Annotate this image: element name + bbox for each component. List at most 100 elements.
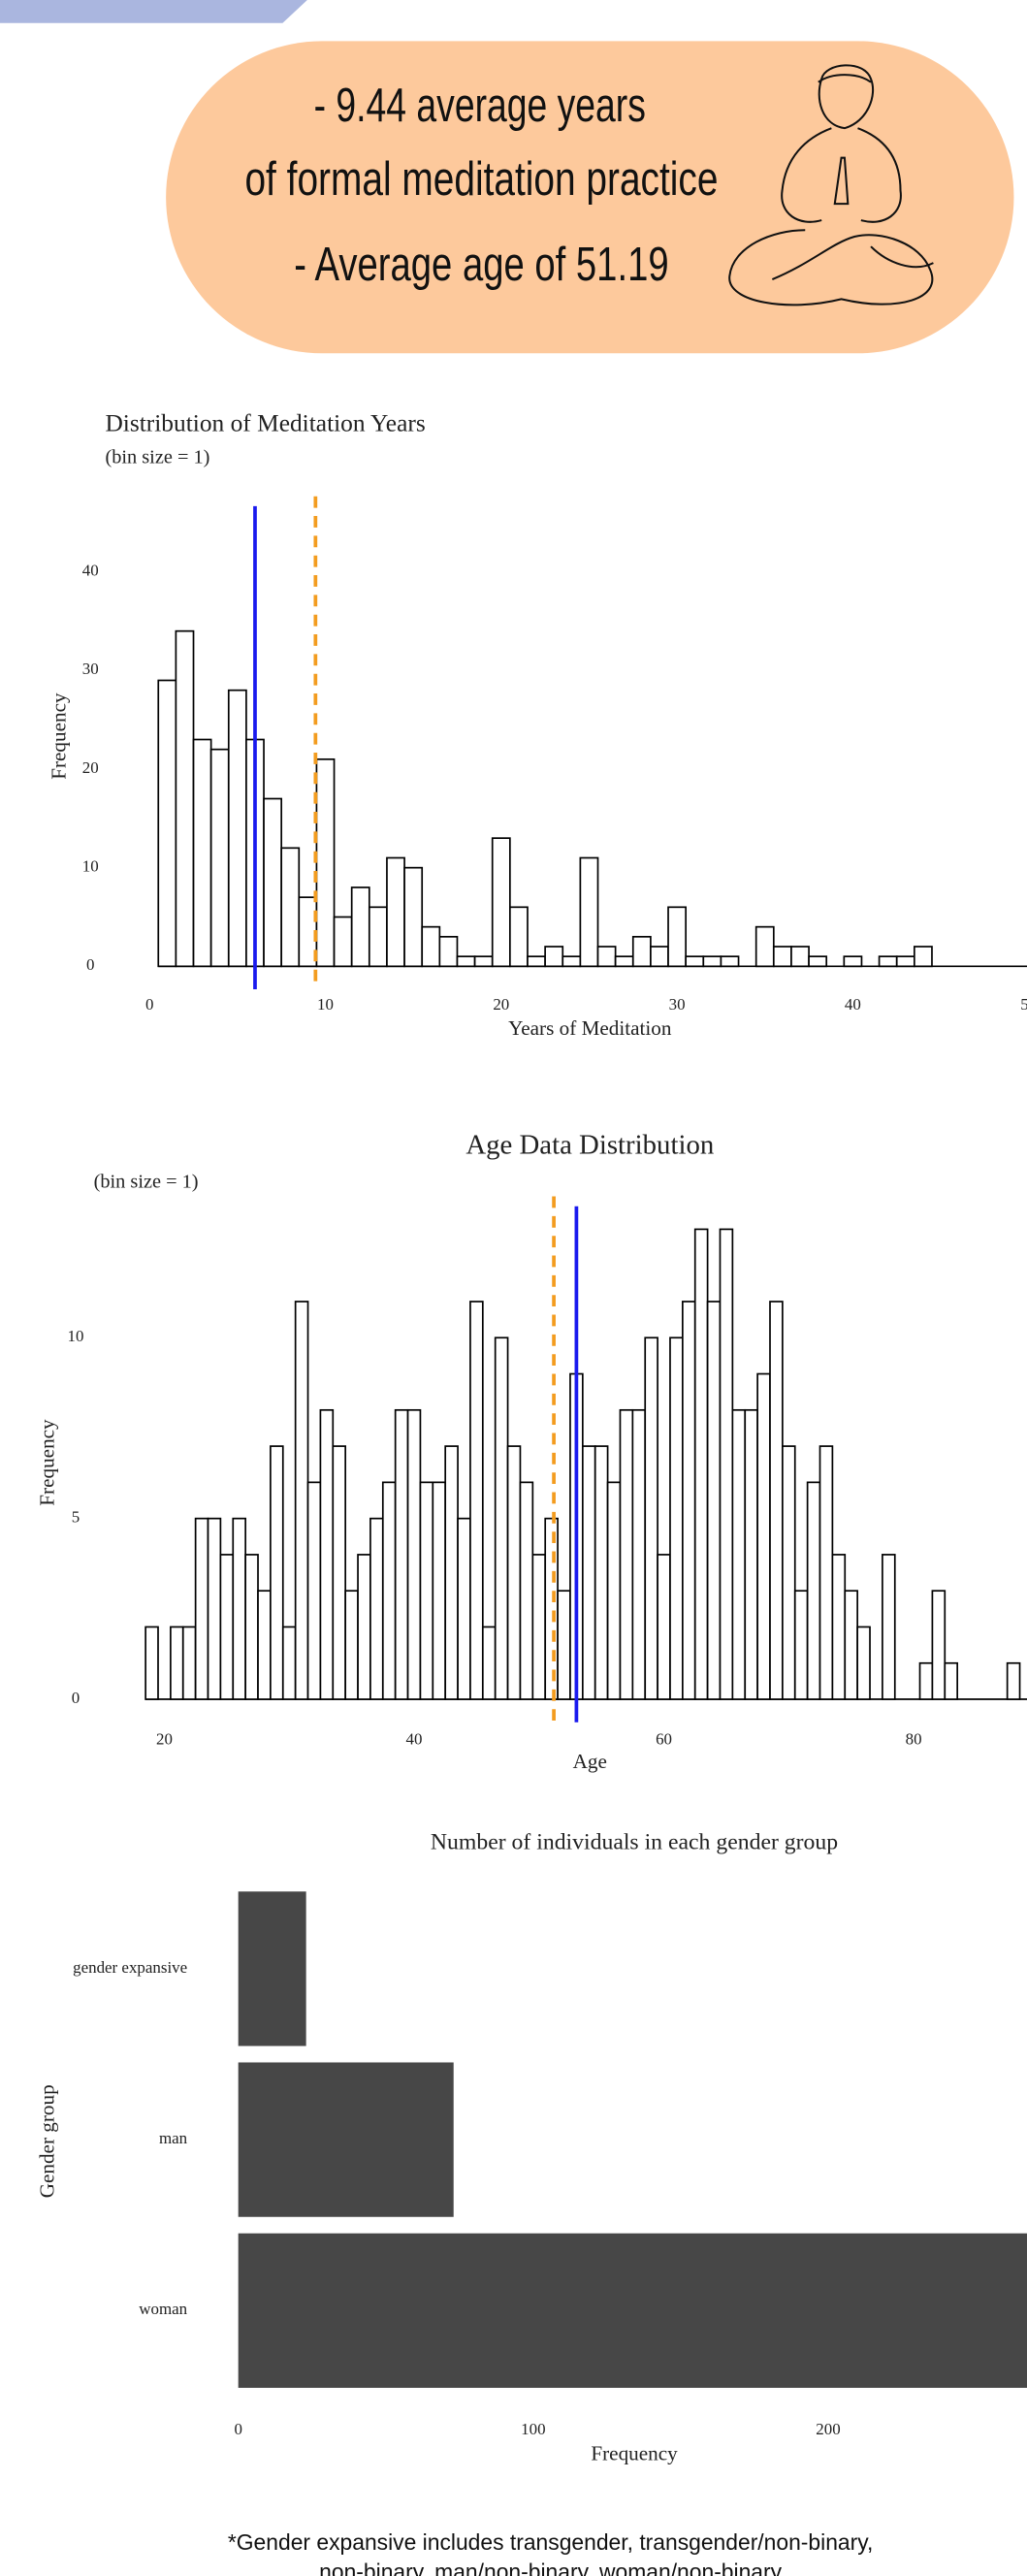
histogram-bar (481, 1626, 497, 1700)
histogram-bar (579, 856, 599, 968)
histogram-bar (606, 1481, 622, 1700)
x-tick-label: 40 (406, 1729, 423, 1748)
histogram-bar (769, 1301, 784, 1700)
histogram-bar (263, 797, 283, 968)
histogram-bar (509, 906, 529, 968)
chart-title: Distribution of Meditation Years (105, 410, 425, 437)
y-tick-label: woman (139, 2300, 187, 2318)
x-tick-label: 0 (145, 995, 153, 1014)
histogram-bar (319, 1408, 335, 1700)
histogram-bar (294, 1301, 309, 1700)
histogram-bar (438, 935, 459, 968)
y-tick-label: 0 (86, 955, 94, 974)
histogram-bar (332, 1445, 347, 1700)
x-tick-label: 20 (493, 995, 509, 1014)
histogram-bar (403, 866, 424, 968)
histogram-bar (631, 935, 652, 968)
x-tick-label: 0 (234, 2420, 241, 2438)
histogram-bar (808, 955, 828, 968)
y-axis-label: Frequency (48, 692, 71, 780)
histogram-bar (844, 1590, 858, 1700)
histogram-bar (581, 1445, 596, 1700)
histogram-bar (232, 1517, 246, 1700)
x-tick-label: 80 (906, 1729, 922, 1748)
histogram-bar (473, 955, 494, 968)
x-axis-label: Years of Meditation (508, 1016, 672, 1040)
y-tick-label: 5 (72, 1508, 80, 1527)
histogram-bar (369, 1517, 384, 1700)
histogram-bar (491, 837, 511, 968)
histogram-bar (219, 1554, 235, 1700)
x-tick-label: 40 (845, 995, 861, 1014)
histogram-bar (519, 1481, 534, 1700)
y-tick-label: gender expansive (73, 1958, 187, 1977)
histogram-bar (207, 1517, 222, 1700)
histogram-bar (562, 955, 582, 968)
histogram-bar (720, 955, 740, 968)
y-tick-label: 30 (82, 660, 99, 678)
x-tick-label: 20 (156, 1729, 173, 1748)
histogram-bar (357, 1554, 371, 1700)
x-axis-label: Frequency (591, 2441, 678, 2464)
histogram-bar (594, 1445, 609, 1700)
histogram-bar (244, 1554, 259, 1700)
summary-line: - 9.44 average years (314, 80, 646, 132)
histogram-bar (650, 946, 669, 968)
histogram-bar (818, 1445, 834, 1700)
histogram-bar (806, 1481, 821, 1700)
histogram-bar (557, 1590, 571, 1700)
x-tick-label: 60 (656, 1729, 672, 1748)
histogram-bar (772, 946, 792, 968)
histogram-bar (386, 856, 405, 968)
footnote: non-binary, man/non-binary, woman/non-bi… (319, 2559, 782, 2576)
chart-subtitle: (bin size = 1) (105, 446, 209, 467)
histogram-bar (644, 1336, 658, 1700)
histogram-bar (619, 1408, 634, 1700)
histogram-bar (209, 748, 230, 968)
histogram-bar (469, 1301, 484, 1700)
histogram-bar (793, 1590, 809, 1700)
summary-pill (166, 41, 1014, 354)
histogram-bar (682, 1301, 696, 1700)
y-tick-label: 10 (82, 857, 99, 876)
histogram-bar (693, 1228, 709, 1700)
y-tick-label: 20 (82, 758, 99, 777)
histogram-bar (931, 1590, 947, 1700)
histogram-bar (544, 1517, 559, 1700)
x-tick-label: 100 (521, 2420, 545, 2438)
histogram-bar (754, 925, 775, 968)
bar (238, 2062, 454, 2217)
histogram-bar (657, 1554, 671, 1700)
histogram-bar (506, 1445, 522, 1700)
histogram-bar (782, 1445, 796, 1700)
histogram-bar (419, 1481, 434, 1700)
histogram-bar (157, 679, 177, 968)
histogram-bar (227, 689, 247, 968)
histogram-bar (731, 1408, 747, 1700)
histogram-bar (333, 916, 353, 968)
histogram-bar (421, 925, 441, 968)
histogram-bar (368, 906, 388, 968)
y-tick-label: 0 (72, 1689, 80, 1707)
histogram-bar (914, 946, 933, 968)
histogram-bar (315, 757, 336, 968)
histogram-bar (882, 1554, 896, 1700)
histogram-bar (856, 1626, 871, 1700)
histogram-bar (831, 1554, 847, 1700)
histogram-bar (457, 1517, 471, 1700)
histogram-bar (596, 946, 617, 968)
footnote: *Gender expansive includes transgender, … (228, 2529, 873, 2555)
histogram-bar (843, 955, 863, 968)
corner-decoration (0, 0, 307, 23)
histogram-bar (181, 1626, 197, 1700)
bar (238, 1891, 306, 2046)
chart-title: Age Data Distribution (465, 1129, 714, 1160)
bar (238, 2233, 1027, 2388)
histogram-bar (685, 955, 705, 968)
histogram-bar (175, 629, 195, 968)
histogram-bar (170, 1626, 184, 1700)
histogram-bar (944, 1661, 959, 1700)
summary-line: - Average age of 51.19 (294, 239, 668, 291)
